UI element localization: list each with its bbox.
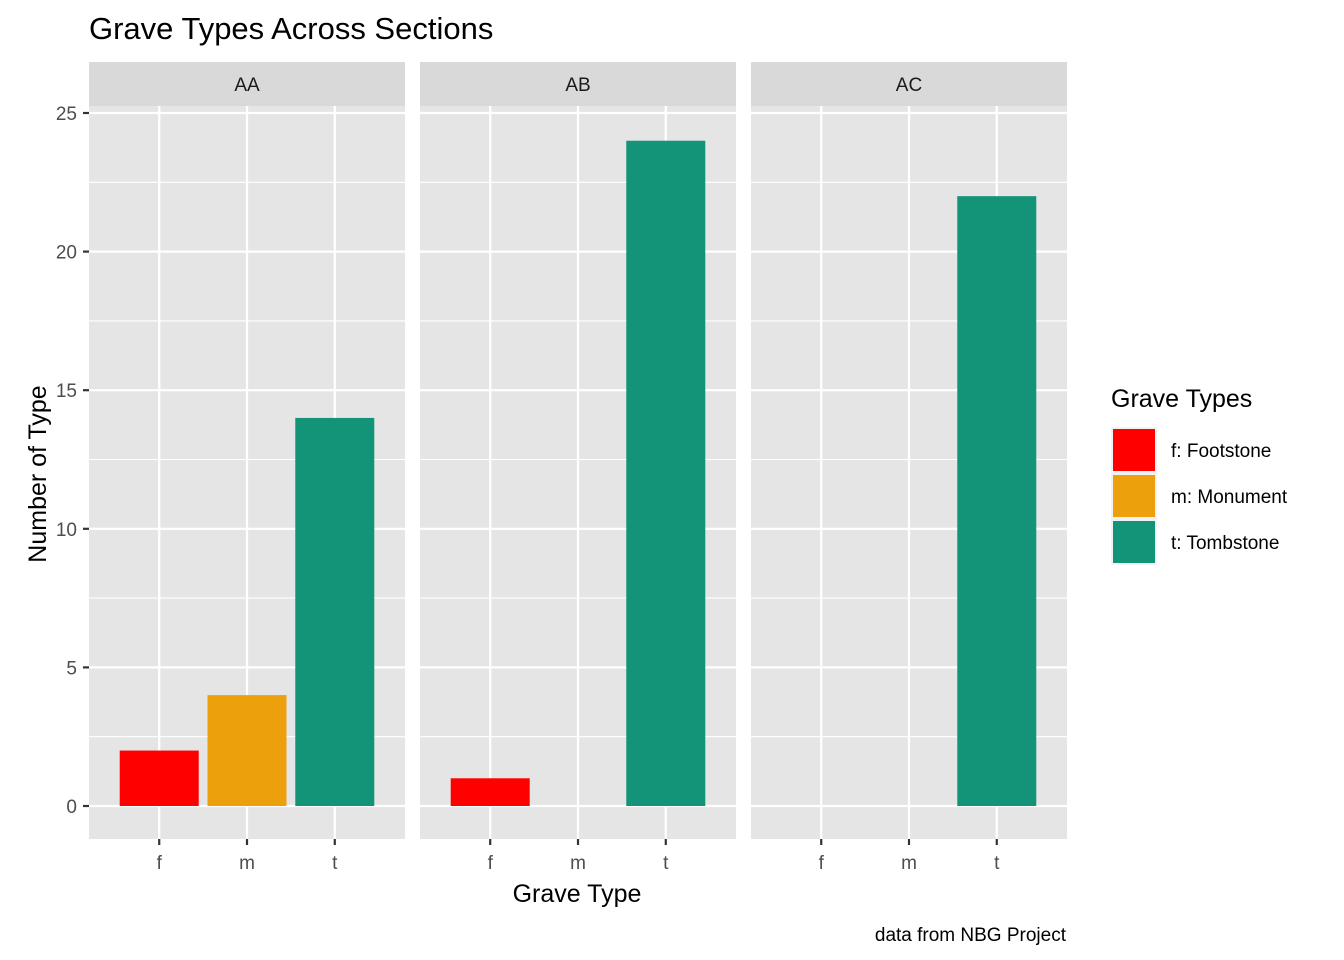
- facet-strip-label: AB: [565, 75, 590, 96]
- x-tick-label: t: [332, 853, 338, 874]
- legend-label-m: m: Monument: [1171, 487, 1288, 508]
- x-tick-label: m: [570, 853, 586, 874]
- x-tick-label: m: [901, 853, 917, 874]
- bar-aa-t: [295, 417, 375, 806]
- legend-swatch-f: [1113, 429, 1155, 471]
- x-tick-label: t: [994, 853, 1000, 874]
- legend-label-t: t: Tombstone: [1171, 533, 1279, 554]
- facet-strip-label: AC: [896, 75, 922, 96]
- y-tick-label: 0: [66, 797, 77, 818]
- y-tick-label: 5: [66, 658, 77, 679]
- bar-aa-m: [207, 695, 287, 806]
- x-tick-label: m: [239, 853, 255, 874]
- y-tick-label: 20: [56, 243, 77, 264]
- x-tick-label: t: [663, 853, 669, 874]
- x-axis-title: Grave Type: [513, 880, 642, 908]
- facet-panel-aa: AA f m t: [89, 62, 405, 874]
- legend-swatch-t: [1113, 521, 1155, 563]
- x-tick-label: f: [819, 853, 825, 874]
- y-tick-label: 25: [56, 104, 77, 125]
- bar-aa-f: [119, 750, 199, 806]
- facet-strip: [89, 62, 405, 106]
- facet-panel-ab: AB f m t: [420, 62, 736, 874]
- facet-panel-ac: AC f m t: [751, 62, 1067, 874]
- legend: Grave Types f: Footstone m: Monument t: To…: [1111, 385, 1288, 565]
- x-tick-label: f: [488, 853, 494, 874]
- caption: data from NBG Project: [875, 925, 1067, 946]
- facet-strip-label: AA: [234, 75, 260, 96]
- legend-swatch-m: [1113, 475, 1155, 517]
- y-axis: 0 5 10 15 20 25: [56, 104, 89, 818]
- x-tick-label: f: [157, 853, 163, 874]
- bar-ab-t: [626, 140, 706, 807]
- y-tick-label: 10: [56, 520, 77, 541]
- y-tick-label: 15: [56, 381, 77, 402]
- y-axis-title: Number of Type: [24, 385, 52, 562]
- bar-ab-f: [450, 778, 530, 806]
- bar-ac-t: [957, 196, 1037, 806]
- chart-title: Grave Types Across Sections: [89, 11, 493, 46]
- facet-panels: AA f m t AB f m t AC f m t: [89, 62, 1067, 874]
- legend-title: Grave Types: [1111, 385, 1252, 413]
- facet-strip: [420, 62, 736, 106]
- legend-label-f: f: Footstone: [1171, 441, 1271, 462]
- facet-strip: [751, 62, 1067, 106]
